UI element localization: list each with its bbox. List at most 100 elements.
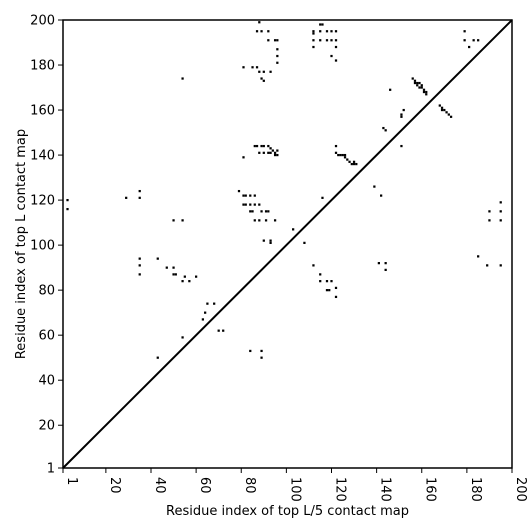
lower-contact-point <box>253 194 256 197</box>
lower-contact-point <box>384 268 387 272</box>
x-tick-label: 40 <box>152 477 167 494</box>
lower-contact-point <box>172 219 175 222</box>
lower-contact-point <box>213 302 216 305</box>
lower-contact-point <box>204 311 207 314</box>
y-tick-label: 20 <box>38 419 55 434</box>
upper-contact-point <box>325 30 329 33</box>
upper-contact-point <box>413 81 417 85</box>
lower-contact-point <box>242 194 245 197</box>
plot-frame <box>62 19 513 469</box>
upper-contact-point <box>472 39 475 42</box>
lower-contact-point <box>138 196 141 199</box>
lower-contact-point <box>328 289 331 292</box>
lower-contact-point <box>174 273 177 276</box>
lower-contact-point <box>384 262 387 265</box>
y-axis-label: Residue index of top L contact map <box>14 129 29 359</box>
upper-contact-point <box>334 30 338 33</box>
lower-contact-point <box>325 280 329 283</box>
lower-contact-point <box>303 241 306 244</box>
x-axis-label: Residue index of top L/5 contact map <box>166 504 409 519</box>
y-tick-label: 60 <box>38 329 55 344</box>
upper-contact-point <box>334 45 338 49</box>
upper-contact-point <box>276 54 279 58</box>
lower-contact-point <box>249 194 252 197</box>
upper-contact-point <box>258 70 261 73</box>
upper-contact-point <box>384 129 387 132</box>
x-tick-label: 160 <box>423 477 438 502</box>
upper-contact-point <box>352 160 356 163</box>
lower-contact-point <box>273 219 277 222</box>
lower-contact-point <box>486 264 489 267</box>
lower-contact-point <box>334 295 338 299</box>
upper-contact-point <box>334 39 338 42</box>
lower-contact-point <box>312 264 315 267</box>
lower-contact-point <box>249 203 252 206</box>
lower-contact-point <box>172 273 175 276</box>
upper-contact-point <box>352 162 356 166</box>
upper-contact-point <box>418 86 421 89</box>
upper-contact-point <box>267 39 270 42</box>
upper-contact-point <box>339 153 342 157</box>
lower-contact-point <box>373 185 376 188</box>
upper-contact-point <box>330 39 333 42</box>
upper-contact-point <box>477 39 480 42</box>
upper-contact-point <box>334 59 338 62</box>
upper-contact-point <box>262 70 265 73</box>
x-tick-label: 1 <box>64 477 79 485</box>
lower-contact-point <box>477 255 480 258</box>
y-tick-label: 120 <box>30 194 55 209</box>
upper-contact-point <box>255 66 259 69</box>
upper-contact-point <box>447 113 450 116</box>
y-tick-label: 200 <box>30 14 55 29</box>
lower-contact-point <box>172 266 175 269</box>
upper-contact-point <box>330 54 333 58</box>
lower-contact-point <box>249 210 252 213</box>
y-tick-label: 1 <box>47 462 55 477</box>
lower-contact-point <box>334 286 338 290</box>
upper-contact-point <box>416 81 419 85</box>
upper-contact-point <box>400 113 403 116</box>
upper-contact-point <box>276 39 279 42</box>
y-tick-label: 140 <box>30 149 55 164</box>
upper-contact-point <box>425 93 428 96</box>
upper-contact-point <box>312 32 315 35</box>
x-tick-label: 100 <box>287 477 302 502</box>
upper-contact-point <box>411 77 414 80</box>
upper-contact-point <box>334 151 338 154</box>
lower-contact-point <box>242 203 245 206</box>
upper-contact-point <box>463 39 466 42</box>
upper-contact-point <box>382 126 385 130</box>
lower-contact-point <box>194 275 198 278</box>
upper-contact-point <box>400 115 403 118</box>
upper-contact-point <box>422 88 426 91</box>
y-tick-label: 180 <box>30 59 55 74</box>
upper-contact-point <box>262 79 265 82</box>
lower-contact-point <box>269 241 272 244</box>
lower-contact-point <box>269 239 272 242</box>
upper-contact-point <box>343 153 347 157</box>
x-axis-ticks: 1 20 40 60 80 100 120 140 160 180 200 <box>62 468 528 502</box>
x-tick-label: 140 <box>378 477 393 502</box>
lower-contact-point <box>244 194 247 197</box>
upper-contact-point <box>242 156 245 159</box>
upper-contact-point <box>262 151 265 154</box>
upper-contact-point <box>343 156 347 159</box>
lower-contact-point <box>264 219 268 222</box>
lower-contact-point <box>319 280 322 283</box>
lower-contact-point <box>380 194 383 197</box>
upper-contact-point <box>425 90 428 94</box>
upper-contact-point <box>438 104 441 107</box>
upper-contact-point <box>260 30 263 33</box>
upper-contact-point <box>325 39 329 42</box>
upper-contact-point <box>273 153 277 157</box>
lower-contact-point <box>330 280 333 283</box>
upper-contact-point <box>255 30 259 33</box>
contact-points-group <box>66 21 502 359</box>
lower-contact-point <box>138 264 141 267</box>
upper-contact-point <box>341 153 344 157</box>
upper-contact-point <box>402 108 405 112</box>
upper-contact-point <box>346 158 349 161</box>
diagonal-line <box>62 19 513 469</box>
